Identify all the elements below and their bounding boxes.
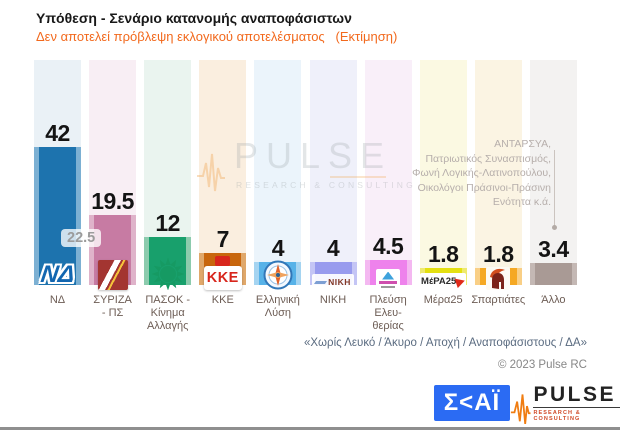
watermark-rule [330, 176, 386, 178]
pulse-logo-waveform-icon [510, 394, 531, 425]
party-label-niki: ΝΙΚΗ [319, 294, 347, 306]
party-label-plefsi: Πλεύση Ελευ- θερίας [369, 294, 407, 332]
value-label-niki: 4 [326, 235, 340, 261]
kke-logo: ΚΚΕ [203, 256, 242, 290]
pulse-logo-wordmark: PULSE [533, 383, 616, 406]
bar-allo [529, 263, 577, 285]
value-label-pasok: 12 [155, 210, 180, 236]
elliniki-lysi-logo [263, 260, 293, 290]
lead-difference-badge: 22.5 [61, 229, 102, 247]
annotation-pointer-line [552, 150, 557, 230]
value-label-mera25: 1.8 [427, 241, 459, 267]
chart-subtitle: Δεν αποτελεί πρόβλεψη εκλογικού αποτελέσ… [36, 29, 398, 44]
column-tint-spartiates [474, 60, 522, 285]
elliniki-lysi-compass-emblem [263, 260, 293, 290]
copyright-text: © 2023 Pulse RC [497, 359, 587, 371]
pasok-sun-emblem [151, 257, 185, 290]
annotation-pointer-dot [552, 225, 557, 230]
pulse-watermark-text-block: PULSE RESEARCH & CONSULTING [226, 135, 416, 191]
plefsi-eleftherias-emblem [376, 269, 401, 290]
pasok-logo [150, 256, 186, 290]
nd-logo: ΝΔ [30, 260, 86, 290]
column-tint-plefsi [364, 60, 412, 285]
watermark-tagline: RESEARCH & CONSULTING [236, 180, 416, 190]
value-label-ellysi: 4 [271, 235, 285, 261]
party-label-pasok: ΠΑΣΟΚ - Κίνημα Αλλαγής [145, 294, 191, 332]
niki-logo-letters: ΝΙΚΗ [328, 277, 351, 287]
chart-title: Υπόθεση - Σενάριο κατανομής αναποφάσιστω… [36, 10, 352, 26]
column-tint-allo [529, 60, 577, 285]
niki-wing-emblem [314, 280, 328, 284]
nd-logo-letters: ΝΔ [38, 261, 77, 288]
plefsi-logo [376, 269, 401, 290]
party-label-mera25: Μέρα25 [423, 294, 463, 306]
pulse-logo-tagline: RESEARCH & CONSULTING [533, 407, 620, 422]
value-label-spartiates: 1.8 [483, 241, 514, 267]
pulse-logo: PULSE RESEARCH & CONSULTING [510, 384, 620, 427]
mera25-arrow-emblem [454, 275, 467, 288]
bar-nd [34, 147, 81, 285]
spartiates-helmet-emblem [486, 267, 511, 290]
column-tint-ellysi [254, 60, 302, 285]
mera25-logo: ΜέΡΑ25 [420, 273, 467, 290]
pulse-logo-text-block: PULSE RESEARCH & CONSULTING [533, 384, 620, 422]
value-label-allo: 3.4 [538, 236, 569, 262]
mera25-logo-letters: ΜέΡΑ25 [421, 276, 457, 287]
other-parties-annotation: ΑΝΤΑΡΣΥΑ, Πατριωτικός Συνασπισμός, Φωνή Λο… [331, 137, 551, 210]
party-label-spartiates: Σπαρτιάτες [471, 294, 526, 306]
column-tint-kke [199, 60, 247, 285]
annotation-line: Οικολόγοι Πράσινοι-Πράσινη [417, 181, 551, 194]
syriza-logo-emblem [97, 260, 128, 290]
value-label-kke: 7 [216, 226, 230, 252]
annotation-line: ΑΝΤΑΡΣΥΑ, [494, 138, 551, 150]
kke-flag-emblem [214, 256, 230, 266]
annotation-line: Ενότητα κ.ά. [492, 196, 551, 209]
column-tint-niki [309, 60, 357, 285]
annotation-line: Πατριωτικός Συνασπισμός, [425, 152, 551, 165]
skai-logo-text: Σ<ΑΪ [443, 389, 501, 416]
value-label-plefsi: 4.5 [372, 233, 404, 259]
party-label-syriza: ΣΥΡΙΖΑ - ΠΣ [93, 294, 132, 319]
exclusion-note: «Χωρίς Λευκό / Άκυρο / Αποχή / Αναποφάσι… [303, 337, 587, 349]
annotation-line: Φωνή Λογικής-Λατινοπούλου, [412, 167, 551, 180]
spartiates-logo [486, 267, 511, 290]
column-tint-mera25 [419, 60, 467, 285]
value-label-nd: 42 [45, 120, 70, 146]
pulse-watermark: PULSE RESEARCH & CONSULTING [196, 138, 416, 192]
party-label-allo: Άλλο [541, 294, 566, 306]
party-label-nd: ΝΔ [49, 294, 66, 306]
niki-logo: ΝΙΚΗ [312, 274, 354, 290]
party-label-ellysi: Ελληνική Λύση [255, 294, 300, 319]
skai-logo: Σ<ΑΪ [434, 385, 510, 421]
value-label-syriza: 19.5 [91, 188, 134, 214]
kke-logo-letters: ΚΚΕ [206, 270, 239, 286]
party-label-kke: ΚΚΕ [211, 294, 234, 306]
pulse-waveform-icon [197, 153, 225, 192]
syriza-logo [97, 260, 128, 290]
watermark-wordmark: PULSE [234, 135, 393, 176]
window-bottom-edge [0, 427, 620, 430]
